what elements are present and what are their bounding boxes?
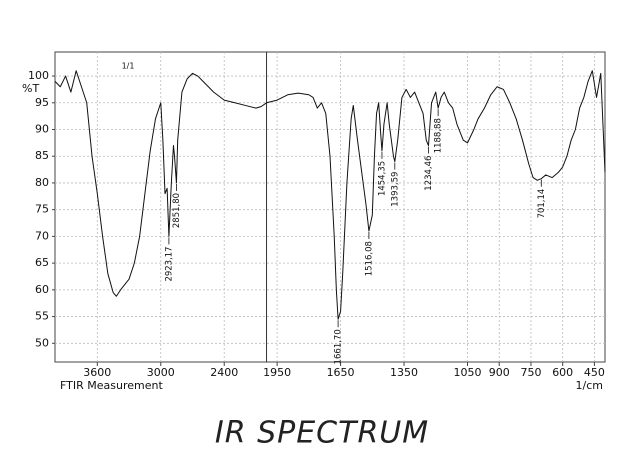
x-tick-label: 450 [584,366,605,379]
y-tick-label: 85 [35,149,49,162]
x-tick-label: 1350 [390,366,418,379]
peak-label: 2923,17 [164,246,174,281]
y-tick-label: 95 [35,96,49,109]
y-tick-label: 50 [35,336,49,349]
plot-frame [54,51,606,363]
x-tick-label: 900 [489,366,510,379]
footer: FTIR Measurement [60,379,163,392]
x-axis-label: 1/cm [576,379,603,392]
x-tick-label: 750 [520,366,541,379]
x-tick-label: 1950 [263,366,291,379]
peak-label: 1454,35 [377,161,387,196]
peak-label: 1661,70 [334,329,344,364]
peak-label: 701,14 [537,189,547,219]
peak-label: 1516,08 [364,241,374,276]
y-tick-label: 55 [35,310,49,323]
peak-label: 1393,59 [390,172,400,207]
y-tick-label: 90 [35,123,49,136]
y-tick-label: 60 [35,283,49,296]
y-axis-label: %T [22,82,39,95]
peak-label: 2851,80 [172,193,182,228]
x-tick-label: 2400 [210,366,238,379]
y-tick-label: 70 [35,229,49,242]
y-tick-label: 100 [28,69,49,82]
subtitle: 1/1 [122,62,135,71]
peak-label: 1188,88 [434,118,444,153]
chart-title: IR SPECTRUM [215,416,429,451]
x-tick-label: 3600 [83,366,111,379]
y-tick-label: 65 [35,256,49,269]
y-tick-label: 75 [35,203,49,216]
x-tick-label: 600 [552,366,573,379]
peak-label: 1234,46 [424,156,434,191]
x-tick-label: 3000 [147,366,175,379]
x-tick-label: 1050 [454,366,482,379]
x-tick-label: 1650 [327,366,355,379]
y-tick-label: 80 [35,176,49,189]
spectrum-line [54,70,606,320]
